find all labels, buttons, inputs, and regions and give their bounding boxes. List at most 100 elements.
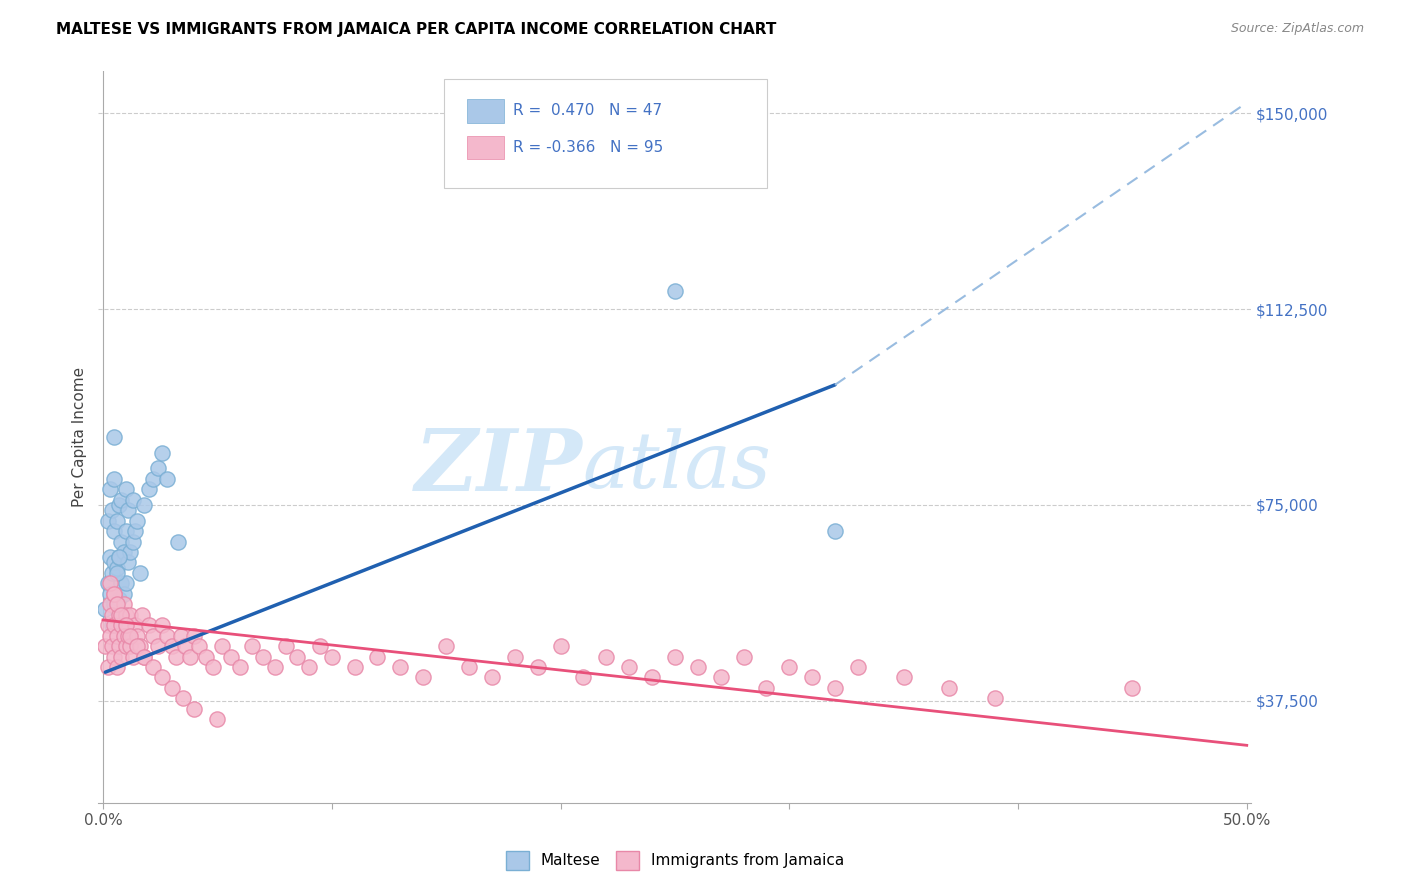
Point [115, 639, 138, 653]
Point [131, 607, 153, 622]
Point [98, 483, 121, 497]
Point [134, 498, 156, 512]
Point [160, 639, 183, 653]
Point [481, 670, 503, 684]
Point [389, 660, 412, 674]
Point [138, 483, 160, 497]
Point [179, 649, 201, 664]
Point [1121, 681, 1143, 695]
Point [103, 430, 125, 444]
Point [103, 556, 125, 570]
Point [105, 560, 128, 574]
Point [801, 670, 824, 684]
Point [188, 639, 211, 653]
Point [686, 660, 709, 674]
Text: MALTESE VS IMMIGRANTS FROM JAMAICA PER CAPITA INCOME CORRELATION CHART: MALTESE VS IMMIGRANTS FROM JAMAICA PER C… [56, 22, 776, 37]
Point [103, 472, 125, 486]
FancyBboxPatch shape [467, 136, 505, 159]
Point [94, 602, 117, 616]
Point [108, 639, 131, 653]
Point [103, 587, 125, 601]
Point [207, 712, 229, 726]
Point [321, 649, 343, 664]
Point [263, 660, 285, 674]
Point [115, 483, 138, 497]
Point [120, 607, 142, 622]
Point [105, 660, 128, 674]
Point [120, 639, 142, 653]
Point [366, 649, 388, 664]
Point [117, 629, 139, 643]
Point [755, 681, 778, 695]
Point [103, 618, 125, 632]
Point [664, 649, 686, 664]
Text: atlas: atlas [582, 428, 772, 505]
Point [152, 618, 174, 632]
Point [778, 660, 800, 674]
Point [526, 660, 548, 674]
Point [142, 472, 165, 486]
Point [97, 660, 120, 674]
Point [105, 514, 128, 528]
Point [110, 607, 132, 622]
Point [117, 503, 139, 517]
Point [110, 618, 132, 632]
Point [174, 639, 197, 653]
Point [252, 649, 274, 664]
Point [183, 702, 205, 716]
Point [664, 284, 686, 298]
Point [309, 639, 332, 653]
Point [115, 524, 138, 538]
Point [121, 649, 143, 664]
Point [105, 597, 128, 611]
Point [98, 587, 121, 601]
Point [165, 649, 187, 664]
Point [117, 556, 139, 570]
Point [138, 618, 160, 632]
Point [172, 691, 194, 706]
Point [103, 524, 125, 538]
Point [824, 524, 846, 538]
Point [127, 629, 149, 643]
Point [103, 587, 125, 601]
Point [97, 576, 120, 591]
Point [105, 566, 128, 580]
Point [146, 639, 169, 653]
Point [110, 576, 132, 591]
Point [98, 576, 121, 591]
Point [103, 649, 125, 664]
Point [105, 629, 128, 643]
Text: R =  0.470   N = 47: R = 0.470 N = 47 [513, 103, 662, 119]
Point [142, 660, 165, 674]
Point [121, 534, 143, 549]
Point [110, 534, 132, 549]
Point [98, 629, 121, 643]
Point [458, 660, 481, 674]
Point [219, 649, 242, 664]
Point [211, 639, 233, 653]
Point [134, 649, 156, 664]
Point [108, 550, 131, 565]
Point [108, 498, 131, 512]
Point [183, 629, 205, 643]
Point [101, 607, 124, 622]
Point [194, 649, 217, 664]
Point [101, 566, 124, 580]
Point [134, 649, 156, 664]
Y-axis label: Per Capita Income: Per Capita Income [72, 367, 87, 508]
Point [617, 660, 640, 674]
Point [572, 670, 595, 684]
Point [97, 514, 120, 528]
Point [229, 660, 252, 674]
Point [146, 461, 169, 475]
Point [94, 639, 117, 653]
Point [101, 618, 124, 632]
Point [156, 629, 179, 643]
Point [128, 639, 150, 653]
Point [108, 607, 131, 622]
Point [110, 649, 132, 664]
Point [115, 576, 138, 591]
Point [121, 492, 143, 507]
Point [115, 607, 138, 622]
Point [108, 550, 131, 565]
